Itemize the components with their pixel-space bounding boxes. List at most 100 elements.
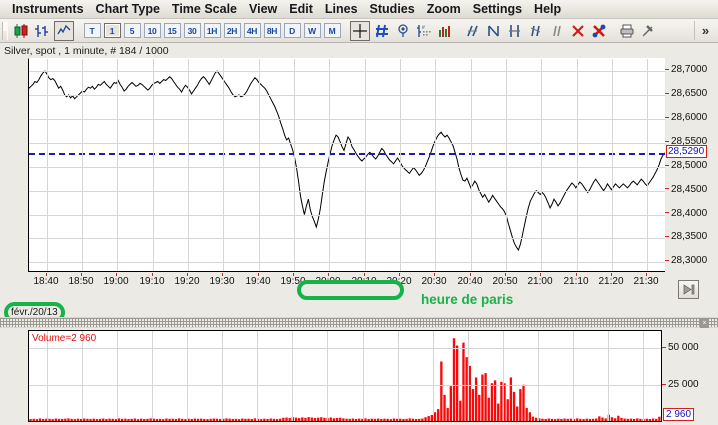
volume-bar <box>203 418 206 421</box>
menu-view[interactable]: View <box>249 2 278 16</box>
volume-bar <box>146 418 149 421</box>
volume-bar <box>389 419 392 421</box>
timeframe-button-4h[interactable]: 4H <box>243 23 261 38</box>
menu-edit[interactable]: Edit <box>289 2 313 16</box>
skip-to-end-button[interactable] <box>678 280 699 299</box>
timeframe-button-10[interactable]: 10 <box>143 23 161 38</box>
volume-bar <box>111 418 114 421</box>
volume-bar <box>313 417 317 421</box>
menu-time-scale[interactable]: Time Scale <box>171 2 238 16</box>
pitchfork-icon[interactable] <box>526 21 545 40</box>
volume-bar <box>171 418 174 421</box>
volume-y-tick: 25 000 <box>662 379 699 390</box>
volume-bar <box>433 412 437 421</box>
candlestick-chart-icon[interactable] <box>12 21 31 40</box>
volume-bar <box>351 418 355 421</box>
timeframe-button-t[interactable]: T <box>83 23 101 38</box>
volume-bar <box>102 418 105 421</box>
pin-icon[interactable] <box>638 21 657 40</box>
volume-bar <box>408 418 411 421</box>
price-y-tick: 28,5500 <box>665 136 707 147</box>
close-icon[interactable]: × <box>700 319 709 328</box>
print-icon[interactable] <box>617 21 636 40</box>
volume-bar <box>301 417 304 421</box>
volume-bar <box>478 394 481 421</box>
grid-hash-icon[interactable] <box>372 21 391 40</box>
price-gridline-v <box>329 59 330 271</box>
delete-line-icon[interactable] <box>568 21 587 40</box>
volume-gridline-v <box>152 331 153 421</box>
volume-bar <box>484 373 487 421</box>
menu-lines[interactable]: Lines <box>324 2 358 16</box>
price-x-tickmark <box>116 273 117 276</box>
delete-all-icon[interactable] <box>589 21 608 40</box>
volume-bar-series <box>29 338 661 421</box>
crosshair-icon[interactable] <box>350 20 370 41</box>
price-x-tick: 21:00 <box>527 276 553 287</box>
line-chart-icon[interactable] <box>54 20 74 41</box>
timeframe-button-1h[interactable]: 1H <box>203 23 221 38</box>
panel-splitter[interactable]: × <box>0 317 718 328</box>
price-x-tickmark <box>152 273 153 276</box>
price-plot-area[interactable] <box>28 58 665 272</box>
menu-studies[interactable]: Studies <box>369 2 415 16</box>
trend-down-icon[interactable] <box>484 21 503 40</box>
volume-bar <box>364 418 367 421</box>
menu-help[interactable]: Help <box>534 2 562 16</box>
timeframe-button-2h[interactable]: 2H <box>223 23 241 38</box>
volume-plot-area[interactable] <box>28 330 662 422</box>
price-gridline-h <box>29 238 665 240</box>
price-gridline-h <box>29 118 665 120</box>
volume-bar <box>595 418 598 421</box>
price-gridline-v <box>647 59 648 271</box>
timeframe-button-15[interactable]: 15 <box>163 23 181 38</box>
menu-instruments[interactable]: Instruments <box>12 2 84 16</box>
timeframe-button-d[interactable]: D <box>283 23 301 38</box>
data-points-icon[interactable]: # <box>414 21 433 40</box>
volume-y-axis[interactable]: 50 000 25 000 2 960 <box>662 330 716 422</box>
menu-chart-type[interactable]: Chart Type <box>95 2 160 16</box>
volume-bar <box>490 383 494 421</box>
timeframe-button-5[interactable]: 5 <box>123 23 141 38</box>
price-y-axis[interactable]: 28,7000 28,6500 28,6000 28,5500 28,5000 28,45… <box>665 58 718 273</box>
price-x-tick: 21:10 <box>563 276 589 287</box>
volume-bar <box>455 345 459 421</box>
volume-gridline-v <box>608 331 609 421</box>
bar-chart-icon[interactable] <box>33 21 52 40</box>
volume-bar <box>136 419 140 421</box>
price-gridline-v <box>471 59 472 271</box>
price-panel: 28,7000 28,6500 28,6000 28,5500 28,5000 28,45… <box>4 58 718 299</box>
menu-zoom[interactable]: Zoom <box>426 2 461 16</box>
volume-gridline-v <box>292 331 293 421</box>
histogram-icon[interactable] <box>435 21 454 40</box>
info-bulb-icon[interactable] <box>393 21 412 40</box>
fork-icon[interactable] <box>505 21 524 40</box>
volume-bar <box>544 418 547 421</box>
menu-settings[interactable]: Settings <box>472 2 523 16</box>
timeframe-button-8h[interactable]: 8H <box>263 23 281 38</box>
volume-bar <box>114 419 118 421</box>
timeframe-button-1[interactable]: 1 <box>103 23 121 38</box>
volume-bar <box>288 417 291 421</box>
price-x-tick: 21:30 <box>633 276 659 287</box>
volume-bar <box>446 407 449 421</box>
volume-bar <box>395 418 399 421</box>
timeframe-button-30[interactable]: 30 <box>183 23 201 38</box>
volume-bar <box>310 417 313 421</box>
parallel-lines-icon[interactable] <box>547 21 566 40</box>
volume-bar <box>582 419 585 421</box>
menu-bar: Instruments Chart Type Time Scale View Edit L… <box>0 0 718 19</box>
toolbar-overflow-button[interactable]: » <box>694 21 716 40</box>
price-x-axis[interactable]: 18:40 18:50 19:00 19:10 19:20 19:30 19:40 19:50… <box>28 273 665 289</box>
volume-bar <box>418 418 421 421</box>
toolbar-grip[interactable] <box>2 21 8 40</box>
trend-up-icon[interactable] <box>463 21 482 40</box>
volume-bar <box>60 418 64 421</box>
volume-bar <box>402 418 405 421</box>
timeframe-button-m[interactable]: M <box>323 23 341 38</box>
price-gridline-v <box>577 59 578 271</box>
volume-bar <box>519 389 522 421</box>
volume-bar <box>563 418 566 421</box>
timeframe-button-w[interactable]: W <box>303 23 321 38</box>
